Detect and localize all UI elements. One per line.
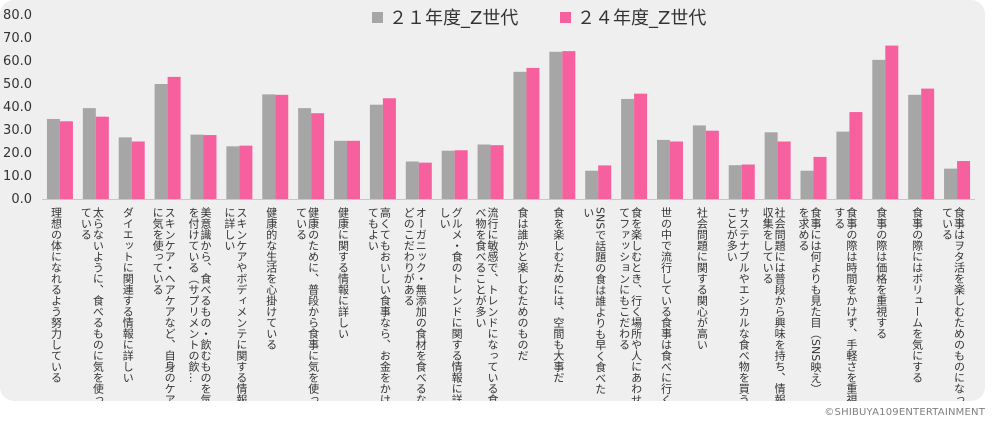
bar-fy24-8 — [347, 140, 361, 199]
x-tick-label-6: 健康的な生活を心掛けている — [265, 207, 278, 350]
y-tick-label: 40.0 — [3, 100, 32, 115]
bar-fy21-20 — [764, 132, 778, 199]
y-tick-label: 70.0 — [3, 31, 32, 46]
x-tick-label-12: 流行に敏感で、トレンドになっている食べ物を食べることが多い — [474, 206, 499, 401]
x-tick-label-21: 食事には何よりも見た目（SNS映え）を求める — [797, 206, 822, 395]
legend-label-1: ２４年度_Z世代 — [577, 8, 706, 29]
bar-fy21-2 — [118, 137, 132, 199]
bar-fy24-15 — [598, 165, 612, 199]
y-tick-label: 30.0 — [3, 123, 32, 138]
bar-fy21-5 — [226, 146, 240, 199]
x-tick-label-4: 美意識から、食べるもの・飲むものを気を付けている（サプリメントの飲… — [187, 207, 212, 401]
bar-fy24-1 — [95, 116, 109, 199]
bar-fy21-15 — [585, 170, 599, 199]
bar-fy21-14 — [549, 51, 563, 199]
x-tick-label-25: 食事はヲタ活を楽しむためのものになっている — [941, 206, 966, 401]
x-tick-label-7: 健康のために、普段から食事に気を使っている — [295, 207, 320, 401]
copyright-text: ©SHIBUYA109ENTERTAINMENT — [824, 407, 985, 418]
bar-fy21-16 — [621, 98, 635, 199]
bar-fy21-8 — [334, 140, 348, 199]
y-tick-label: 0.0 — [11, 192, 32, 207]
bar-fy21-23 — [872, 59, 886, 199]
x-tick-label-18: 社会問題に関する関心が高い — [695, 206, 708, 350]
bar-fy21-13 — [513, 71, 527, 199]
bar-fy21-22 — [836, 131, 850, 199]
bar-fy24-12 — [490, 145, 504, 199]
x-tick-label-17: 世の中で流行している食事は食べに行く — [659, 207, 672, 401]
x-tick-label-15: SNSで話題の食は誰よりも早く食べたい — [582, 207, 607, 394]
bar-fy21-21 — [800, 170, 814, 199]
bar-fy24-13 — [526, 67, 540, 200]
bar-fy21-0 — [46, 118, 60, 199]
x-tick-label-23: 食事の際は価格を重視する — [875, 206, 888, 339]
x-tick-label-3: スキンケア・ヘアケアなど、自身のケアに気を使っている — [151, 207, 176, 401]
x-tick-label-20: 社会問題には普段から興味を持ち、情報収集をしている — [761, 206, 786, 401]
bar-fy24-21 — [813, 156, 827, 199]
x-tick-label-19: サステナブルやエシカルな食べ物を買うことが多い — [725, 207, 750, 401]
bar-fy24-5 — [239, 145, 253, 199]
y-axis: 0.0 10.0 20.0 30.0 40.0 50.0 60.0 70.0 80.0 — [3, 8, 975, 207]
legend-swatch-1 — [560, 12, 571, 23]
bar-fy24-10 — [418, 162, 432, 199]
bars — [46, 45, 971, 200]
bar-fy24-11 — [454, 150, 468, 199]
legend-label-0: ２１年度_Z世代 — [389, 8, 518, 29]
x-tick-label-2: ダイエットに関連する情報に詳しい — [121, 207, 134, 383]
bar-chart: 0.0 10.0 20.0 30.0 40.0 50.0 60.0 70.0 80.0 理想の体… — [3, 8, 975, 401]
bar-fy24-2 — [131, 141, 145, 199]
legend-swatch-0 — [372, 12, 383, 23]
bar-fy24-14 — [562, 51, 576, 199]
bar-fy24-9 — [382, 98, 396, 199]
bar-fy21-11 — [441, 150, 455, 199]
x-tick-label-22: 食事の際は時間をかけず、手軽さを重視する — [833, 206, 858, 401]
bar-fy24-25 — [957, 161, 971, 199]
x-tick-label-9: 高くてもおいしい食事なら、お金をかけてもよい — [366, 206, 391, 401]
bar-fy21-10 — [405, 161, 419, 199]
bar-fy24-20 — [777, 141, 791, 199]
bar-fy24-18 — [705, 130, 719, 199]
bar-fy21-24 — [908, 94, 922, 199]
bar-fy21-12 — [477, 144, 491, 199]
x-axis-labels: 理想の体になれるよう努力している 太らないように、食べるものに気を使っている ダイエ… — [49, 206, 965, 401]
x-tick-label-14: 食を楽しむためには、空間も大事だ — [552, 206, 565, 383]
x-tick-label-13: 食は誰かと楽しむためのものだ — [516, 206, 529, 361]
bar-fy24-16 — [634, 93, 648, 199]
y-tick-label: 80.0 — [3, 8, 32, 23]
bar-fy24-23 — [885, 45, 899, 200]
bar-fy21-17 — [656, 139, 670, 199]
x-tick-label-0: 理想の体になれるよう努力している — [49, 207, 62, 383]
bar-fy24-19 — [741, 164, 755, 199]
bar-fy24-0 — [59, 121, 73, 199]
y-tick-label: 60.0 — [3, 54, 32, 69]
bar-fy21-7 — [298, 108, 312, 199]
bar-fy21-9 — [369, 104, 383, 199]
bar-fy24-4 — [203, 135, 217, 199]
y-tick-label: 50.0 — [3, 77, 32, 92]
bar-fy21-19 — [728, 165, 742, 199]
y-tick-label: 10.0 — [3, 169, 32, 184]
bar-fy24-6 — [275, 94, 289, 199]
bar-fy21-6 — [262, 94, 276, 199]
bar-fy24-22 — [849, 112, 863, 199]
chart-panel — [0, 0, 985, 401]
bar-fy24-24 — [921, 88, 935, 199]
bar-fy21-4 — [190, 134, 204, 199]
x-tick-label-24: 食事の際にはボリュームを気にする — [911, 206, 924, 383]
bar-fy21-25 — [944, 168, 958, 199]
x-tick-label-5: スキンケアやボディメンテに関する情報に詳しい — [223, 207, 248, 401]
x-tick-label-16: 食を楽しむとき、行く場所や人にあわせてファッションにもこだわる — [618, 206, 643, 401]
bar-fy24-7 — [311, 113, 325, 199]
legend: ２１年度_Z世代 ２４年度_Z世代 — [372, 8, 706, 29]
bar-fy21-3 — [154, 84, 168, 199]
bar-fy21-1 — [82, 108, 96, 199]
x-tick-label-10: オーガニック・無添加の食材を食べるなどのこだわりがある — [402, 207, 427, 401]
x-tick-label-8: 健康に関する情報に詳しい — [337, 207, 350, 339]
bar-fy21-18 — [692, 125, 706, 199]
bar-fy24-17 — [669, 141, 683, 199]
y-tick-label: 20.0 — [3, 146, 32, 161]
bar-fy24-3 — [167, 76, 181, 199]
x-tick-label-1: 太らないように、食べるものに気を使っている — [79, 207, 104, 401]
x-tick-label-11: グルメ・食のトレンドに関する情報に詳しい — [438, 207, 463, 401]
